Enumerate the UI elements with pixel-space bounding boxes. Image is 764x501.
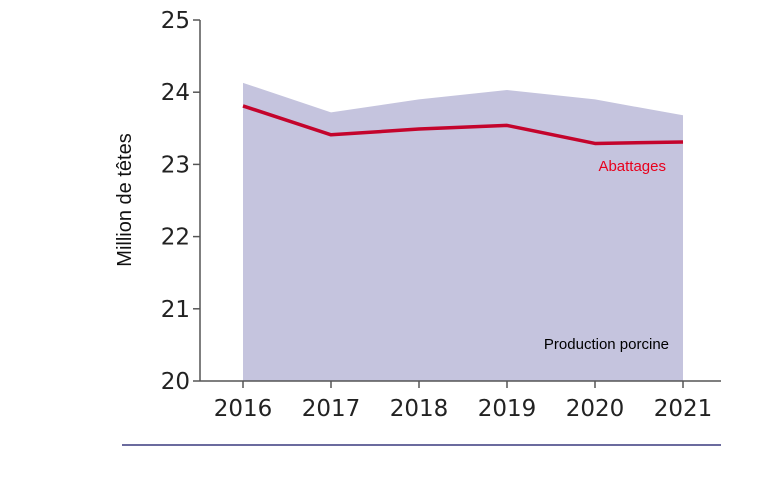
y-tick-label: 24 (161, 80, 190, 106)
y-tick-label: 22 (161, 225, 190, 251)
x-tick-label: 2017 (302, 396, 361, 422)
x-tick-label: 2018 (390, 396, 449, 422)
y-tick-label: 20 (161, 369, 190, 395)
y-tick-label: 25 (161, 8, 190, 34)
x-tick-label: 2016 (214, 396, 273, 422)
series-label-abattages: Abattages (598, 158, 666, 175)
abattages-line (242, 104, 684, 146)
series-label-production-porcine: Production porcine (544, 336, 669, 353)
x-tick-label: 2020 (566, 396, 625, 422)
y-tick-label: 23 (161, 152, 190, 178)
production-porcine-area (243, 82, 683, 382)
x-tick-label: 2019 (478, 396, 537, 422)
y-tick-label: 21 (161, 297, 190, 323)
x-tick-label: 2021 (654, 396, 713, 422)
y-axis-label: Million de têtes (114, 133, 136, 266)
